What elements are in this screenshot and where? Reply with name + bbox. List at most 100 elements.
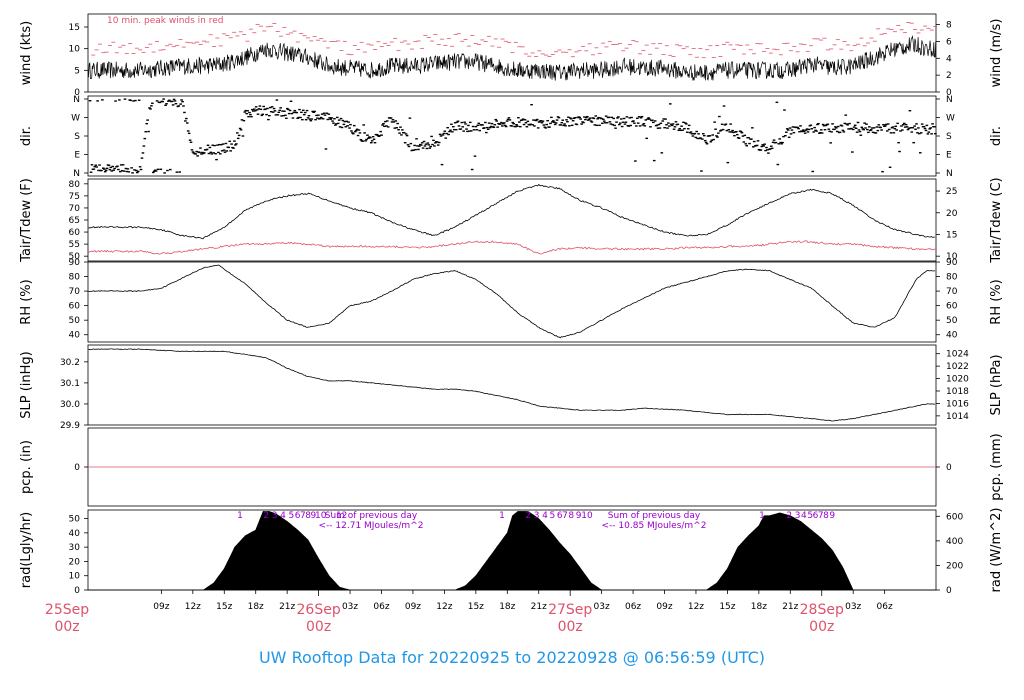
- x-tick-label: 12z: [185, 602, 201, 612]
- radiation-sum-heading: Sum of previous day: [325, 511, 418, 521]
- hour-mark-label: 7: [300, 511, 306, 521]
- y-tick-label-left: 0: [74, 88, 80, 98]
- y-tick-label-right: 40: [946, 331, 958, 341]
- y-tick-label-left: 80: [69, 180, 81, 190]
- y-tick-label-right: 1022: [946, 362, 969, 372]
- y-axis-label-right: pcp. (mm): [989, 433, 1004, 500]
- day-label: 28Sep: [800, 602, 844, 618]
- panel-wind: [84, 13, 940, 93]
- y-tick-label-right: 25: [946, 187, 957, 197]
- y-tick-label-right: 2: [946, 71, 952, 81]
- y-tick-label-right: N: [946, 95, 953, 105]
- hour-mark-label: 10: [315, 511, 327, 521]
- hour-mark-label: 4: [280, 511, 286, 521]
- hour-mark-label: 8: [568, 511, 574, 521]
- y-tick-label-right: 50: [946, 316, 958, 326]
- x-tick-label: 06z: [877, 602, 893, 612]
- y-tick-label-left: 30: [69, 543, 81, 553]
- hour-mark-label: 6: [295, 511, 301, 521]
- hour-mark-label: 3: [272, 511, 278, 521]
- panel-frame: [87, 13, 937, 93]
- y-tick-label-left: 70: [69, 204, 81, 214]
- y-tick-label-right: 60: [946, 302, 958, 312]
- y-tick-label-left: 30.2: [60, 358, 80, 368]
- x-tick-label: 09z: [405, 602, 421, 612]
- y-tick-label-left: 29.9: [60, 421, 80, 431]
- hour-mark-label: 2: [525, 511, 531, 521]
- y-tick-label-right: 0: [946, 463, 952, 473]
- y-axis-label-right: wind (m/s): [989, 19, 1004, 88]
- y-tick-label-right: 15: [946, 230, 957, 240]
- y-tick-label-left: W: [71, 114, 80, 124]
- y-tick-label-left: 10: [69, 572, 81, 582]
- y-tick-label-right: 1014: [946, 412, 969, 422]
- y-axis-label-right: RH (%): [989, 279, 1004, 324]
- panel-frame: [87, 261, 937, 343]
- y-axis-label-right: rad (W/m^2): [989, 508, 1004, 593]
- x-tick-label: 18z: [248, 602, 264, 612]
- y-tick-label-left: 0: [74, 463, 80, 473]
- y-tick-label-left: 0: [74, 586, 80, 596]
- y-tick-label-right: 0: [946, 88, 952, 98]
- hour-mark-label: 6: [813, 511, 819, 521]
- y-tick-label-right: S: [946, 132, 952, 142]
- peak-wind-note: 10 min. peak winds in red: [107, 16, 224, 26]
- y-axis-label-left: wind (kts): [19, 21, 34, 85]
- y-tick-label-left: 50: [69, 252, 81, 262]
- x-tick-label: 12z: [436, 602, 452, 612]
- y-axis-label-right: SLP (hPa): [989, 354, 1004, 415]
- y-tick-label-right: 20: [946, 209, 958, 219]
- hour-mark-label: ': [330, 511, 332, 521]
- y-tick-label-left: S: [74, 132, 80, 142]
- y-tick-label-right: 10: [946, 252, 958, 262]
- x-tick-label: 21z: [782, 602, 798, 612]
- day-sub-label: 00z: [809, 619, 834, 635]
- panel-rad: [84, 509, 940, 591]
- hour-mark-label: 9: [829, 511, 835, 521]
- y-axis-label-left: Tair/Tdew (F): [19, 178, 34, 263]
- y-tick-label-right: 400: [946, 537, 963, 547]
- hour-mark-label: 2: [263, 511, 269, 521]
- x-tick-label: 09z: [656, 602, 672, 612]
- day-label: 25Sep: [45, 602, 89, 618]
- y-tick-label-left: 60: [69, 228, 81, 238]
- x-tick-label: 21z: [531, 602, 547, 612]
- y-tick-label-left: 40: [69, 331, 81, 341]
- panel-frame: [87, 95, 937, 177]
- y-axis-label-right: Tair/Tdew (C): [989, 177, 1004, 263]
- y-tick-label-right: 1018: [946, 387, 969, 397]
- radiation-sum-value: <-- 12.71 MJoules/m^2: [319, 521, 424, 531]
- y-tick-label-left: 50: [69, 515, 81, 525]
- y-tick-label-left: 40: [69, 529, 81, 539]
- y-tick-label-left: 90: [69, 258, 81, 268]
- y-tick-label-right: 1020: [946, 375, 969, 385]
- day-sub-label: 00z: [54, 619, 79, 635]
- hour-mark-label: 5: [549, 511, 555, 521]
- x-tick-label: 15z: [216, 602, 232, 612]
- y-tick-label-left: 50: [69, 316, 81, 326]
- y-tick-label-right: 90: [946, 258, 958, 268]
- day-sub-label: 00z: [558, 619, 583, 635]
- y-tick-label-left: 30.1: [60, 379, 80, 389]
- y-tick-label-left: 30.0: [60, 400, 80, 410]
- y-tick-label-left: 75: [69, 192, 80, 202]
- y-tick-label-left: N: [73, 169, 80, 179]
- y-axis-label-left: dir.: [19, 126, 34, 146]
- y-tick-label-left: 15: [69, 23, 80, 33]
- hour-mark-label: 4: [801, 511, 807, 521]
- y-tick-label-right: 80: [946, 273, 958, 283]
- panel-slp: [84, 344, 940, 426]
- x-tick-label: 18z: [751, 602, 767, 612]
- hour-mark-label: 7: [562, 511, 568, 521]
- y-tick-label-left: E: [74, 151, 80, 161]
- radiation-sum-value: <-- 10.85 MJoules/m^2: [602, 521, 707, 531]
- hour-mark-label: 7: [818, 511, 824, 521]
- panel-temp: [84, 178, 940, 262]
- panel-pcp: [84, 427, 940, 507]
- x-tick-label: 06z: [625, 602, 641, 612]
- hour-mark-label: 6: [557, 511, 563, 521]
- series-temp-1: [88, 240, 936, 255]
- hour-mark-label: 3: [795, 511, 801, 521]
- hour-mark-label: 1: [237, 511, 243, 521]
- x-tick-label: 21z: [279, 602, 295, 612]
